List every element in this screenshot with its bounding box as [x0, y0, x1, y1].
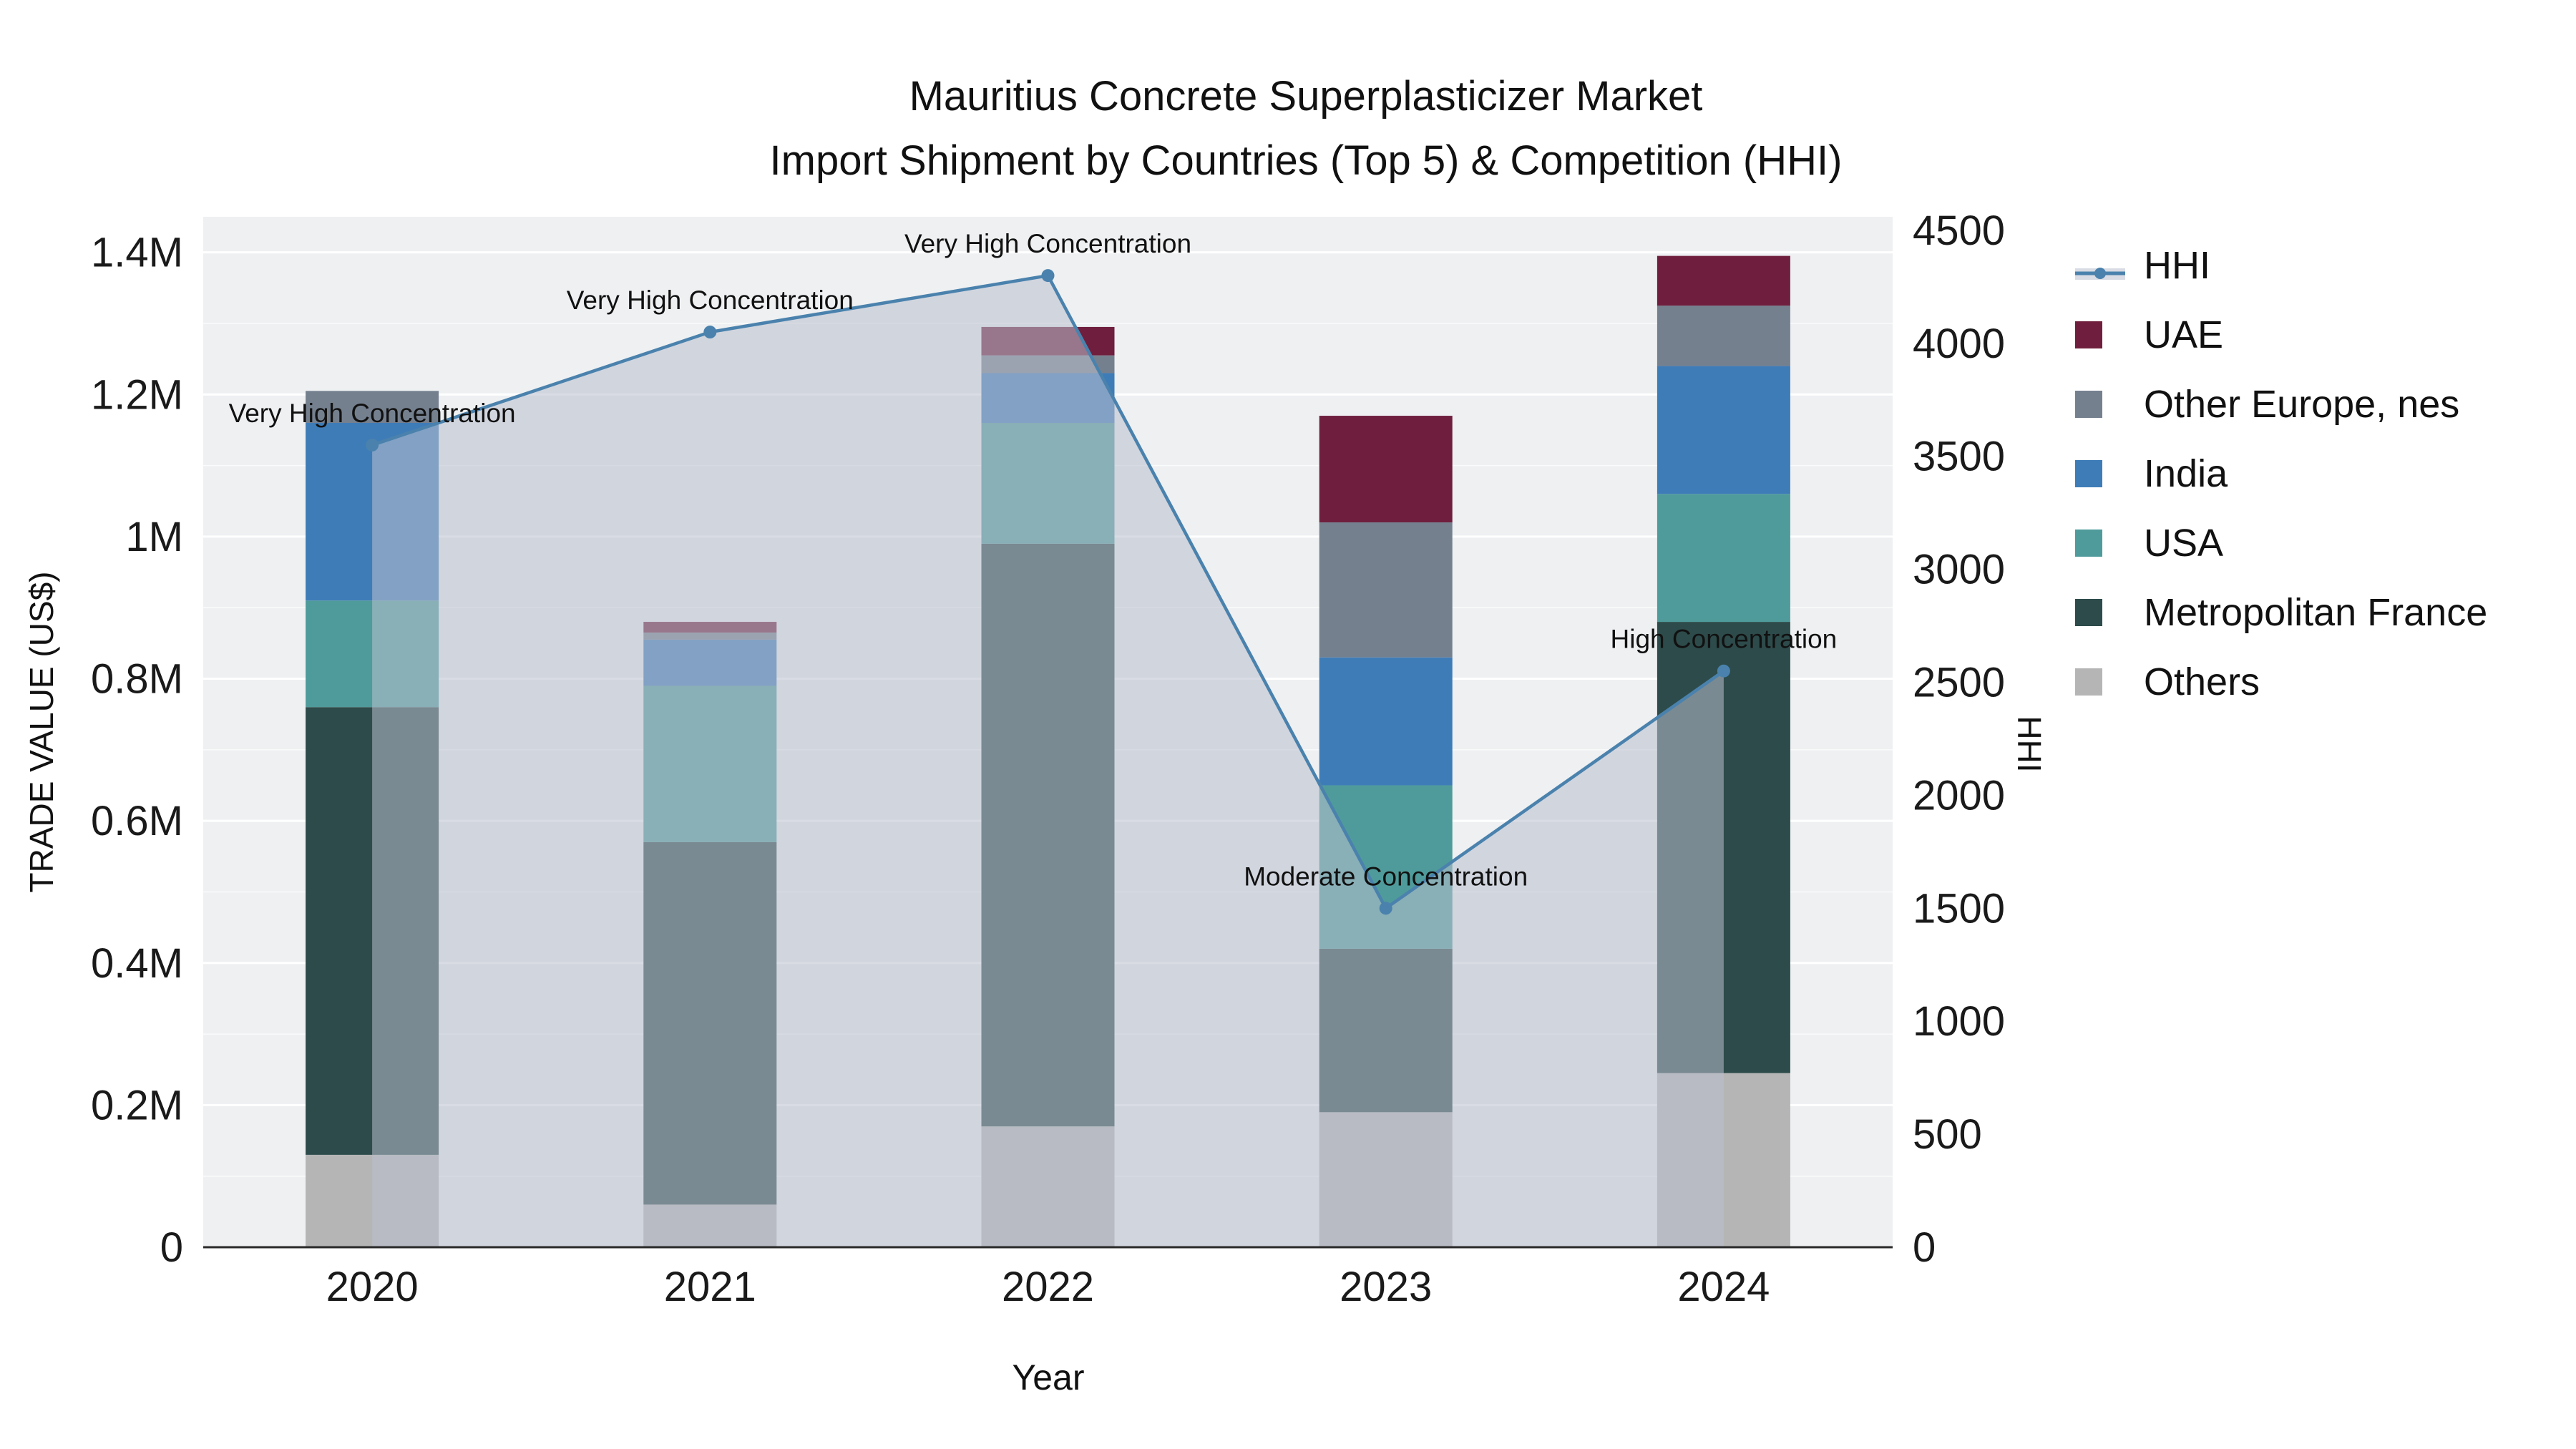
- hhi-marker-2023[interactable]: [1379, 902, 1392, 915]
- legend-label: UAE: [2144, 313, 2224, 356]
- annotation-2023: Moderate Concentration: [1244, 862, 1528, 891]
- y-right-tick-label-0: 0: [1913, 1224, 1936, 1271]
- chart-title-line1: Mauritius Concrete Superplasticizer Mark…: [909, 73, 1703, 119]
- legend-label: Others: [2144, 660, 2260, 703]
- bar-segment-uae-2024[interactable]: [1657, 255, 1790, 306]
- annotation-2021: Very High Concentration: [567, 286, 854, 315]
- x-tick-label-2021: 2021: [664, 1264, 756, 1310]
- x-axis-title: Year: [1012, 1357, 1085, 1397]
- y-axis-title-left: TRADE VALUE (US$): [23, 571, 60, 893]
- annotation-2020: Very High Concentration: [229, 399, 516, 428]
- legend-swatch-icon: [2075, 668, 2102, 696]
- bar-segment-india-2024[interactable]: [1657, 366, 1790, 494]
- y-right-tick-label-1000: 1000: [1913, 998, 2005, 1045]
- chart-title: Mauritius Concrete Superplasticizer Mark…: [770, 64, 1843, 193]
- legend: HHI UAE Other Europe, nes India USA Metropoli…: [2075, 230, 2487, 716]
- legend-swatch-icon: [2075, 598, 2102, 626]
- x-tick-label-2022: 2022: [1002, 1264, 1094, 1310]
- y-left-tick-label-0-6m: 0.6M: [91, 798, 183, 844]
- legend-label: USA: [2144, 521, 2224, 565]
- legend-item-uae[interactable]: UAE: [2075, 300, 2487, 369]
- y-right-tick-label-500: 500: [1913, 1111, 1982, 1158]
- y-left-tick-label-1m: 1M: [125, 514, 183, 560]
- legend-swatch-icon: [2075, 321, 2102, 348]
- hhi-marker-2022[interactable]: [1041, 269, 1055, 283]
- hhi-marker-2020[interactable]: [366, 438, 379, 452]
- y-right-tick-label-4500: 4500: [1913, 208, 2005, 254]
- chart-title-line2: Import Shipment by Countries (Top 5) & C…: [769, 137, 1843, 184]
- y-right-tick-label-4000: 4000: [1913, 321, 2005, 367]
- annotation-2024: High Concentration: [1611, 625, 1838, 654]
- hhi-marker-2021[interactable]: [703, 326, 717, 339]
- legend-swatch-icon: [2075, 529, 2102, 557]
- y-left-tick-label-1-2m: 1.2M: [91, 371, 183, 418]
- legend-item-usa[interactable]: USA: [2075, 508, 2487, 577]
- bar-segment-other-europe-nes-2020[interactable]: [306, 391, 439, 423]
- annotation-2022: Very High Concentration: [904, 229, 1191, 258]
- legend-label: India: [2144, 452, 2228, 495]
- y-right-tick-label-1500: 1500: [1913, 885, 2005, 932]
- legend-item-others[interactable]: Others: [2075, 647, 2487, 716]
- legend-item-metropolitan-france[interactable]: Metropolitan France: [2075, 577, 2487, 647]
- x-tick-label-2024: 2024: [1677, 1264, 1770, 1310]
- hhi-marker-2024[interactable]: [1717, 664, 1730, 678]
- y-left-tick-label-1-4m: 1.4M: [91, 230, 183, 276]
- hhi-area-fill: [372, 275, 1724, 1248]
- y-left-tick-label-0-8m: 0.8M: [91, 656, 183, 703]
- legend-item-other-europe-nes[interactable]: Other Europe, nes: [2075, 369, 2487, 439]
- bar-segment-uae-2023[interactable]: [1319, 416, 1453, 523]
- legend-item-hhi[interactable]: HHI: [2075, 230, 2487, 300]
- hhi-line-swatch-icon: [2075, 252, 2125, 280]
- y-left-tick-label-0: 0: [160, 1224, 183, 1271]
- y-axis-title-right: HHI: [2011, 716, 2048, 773]
- y-right-tick-label-3000: 3000: [1913, 547, 2005, 593]
- bar-segment-usa-2024[interactable]: [1657, 494, 1790, 623]
- legend-swatch-icon: [2075, 459, 2102, 487]
- legend-swatch-icon: [2075, 390, 2102, 418]
- legend-label: Other Europe, nes: [2144, 382, 2460, 426]
- bar-segment-other-europe-nes-2024[interactable]: [1657, 306, 1790, 366]
- y-right-tick-label-2000: 2000: [1913, 772, 2005, 819]
- y-right-tick-label-2500: 2500: [1913, 660, 2005, 706]
- y-left-tick-label-0-4m: 0.4M: [91, 940, 183, 987]
- x-tick-label-2020: 2020: [326, 1264, 419, 1310]
- legend-label: Metropolitan France: [2144, 590, 2488, 634]
- bar-segment-other-europe-nes-2023[interactable]: [1319, 522, 1453, 658]
- legend-item-india[interactable]: India: [2075, 439, 2487, 508]
- x-tick-label-2023: 2023: [1340, 1264, 1432, 1310]
- y-right-tick-label-3500: 3500: [1913, 434, 2005, 480]
- bar-segment-india-2023[interactable]: [1319, 657, 1453, 786]
- y-left-tick-label-0-2m: 0.2M: [91, 1082, 183, 1128]
- legend-label: HHI: [2144, 243, 2210, 287]
